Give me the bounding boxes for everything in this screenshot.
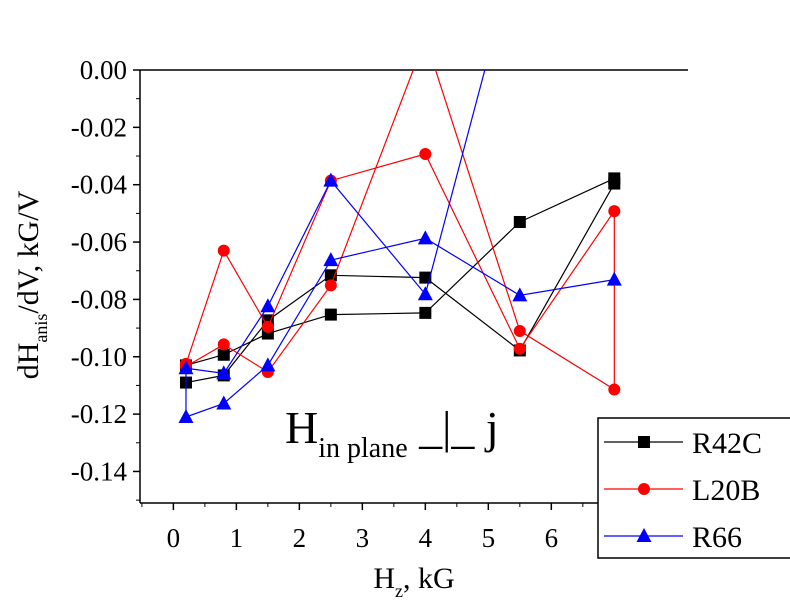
x-tick-label: 0 [167,523,181,553]
series-r42c [179,172,621,389]
data-point [261,320,274,333]
data-point [608,172,621,185]
data-point [216,365,232,380]
legend-box [597,417,790,559]
x-tick-label: 6 [545,523,559,553]
y-tick-label: -0.10 [71,342,127,372]
data-point [217,348,230,361]
y-tick-label: -0.08 [71,284,127,314]
data-point [217,338,230,351]
data-point [323,172,339,187]
annotation: Hin plane _|_ j [285,402,499,464]
data-point [419,306,432,319]
data-point [260,298,276,313]
y-tick-label: -0.06 [71,227,127,257]
legend-label: R66 [692,521,742,554]
data-point [417,286,433,301]
y-tick-label: -0.14 [71,456,128,486]
x-tick-label: 3 [356,523,370,553]
data-point [260,357,276,372]
data-point [324,279,337,292]
data-point [512,287,528,302]
data-point [178,360,194,375]
legend-marker [636,528,652,542]
data-point [419,148,432,161]
data-point [513,324,526,337]
y-tick-label: -0.12 [71,399,127,429]
y-tick-label: -0.04 [71,170,128,200]
legend-label: R42C [692,427,762,460]
series-l20b [179,32,621,396]
legend-marker [638,436,650,448]
data-point [178,408,194,423]
legend-item-l20b: L20B [604,474,760,507]
legend-item-r66: R66 [604,521,742,554]
labels: Hz, kG dHanis/dV, kG/V Hin plane _|_ j [12,190,499,601]
x-tick-label: 4 [419,523,433,553]
data-point [419,32,431,44]
data-point [323,252,339,267]
y-tick-label: -0.02 [71,112,127,142]
series-line [185,70,615,391]
x-axis-label: Hz, kG [373,562,454,601]
data-point [417,230,433,245]
data-point [217,244,230,257]
data-point [216,395,232,410]
x-tick-label: 5 [482,523,496,553]
x-tick-label: 2 [293,523,307,553]
data-point [606,271,622,286]
data-point [513,215,526,228]
data-point [608,205,621,218]
data-point [608,383,621,396]
legend-label: L20B [692,474,760,507]
data-point [513,342,526,355]
legend-marker [638,483,650,495]
data-point [324,308,337,321]
series-group [178,32,622,423]
series-r66 [178,70,622,423]
axes: 0 1 2 3 4 5 6 0.00 -0.02 -0.04 -0.06 -0.08 -0.10 -0.1… [71,55,688,553]
legend: R42C L20B R66 [597,417,790,559]
x-tick-label: 1 [230,523,244,553]
series-line [185,177,615,384]
y-axis-label: dHanis/dV, kG/V [12,190,51,379]
legend-item-r42c: R42C [604,427,762,460]
y-tick-label: 0.00 [80,55,127,85]
